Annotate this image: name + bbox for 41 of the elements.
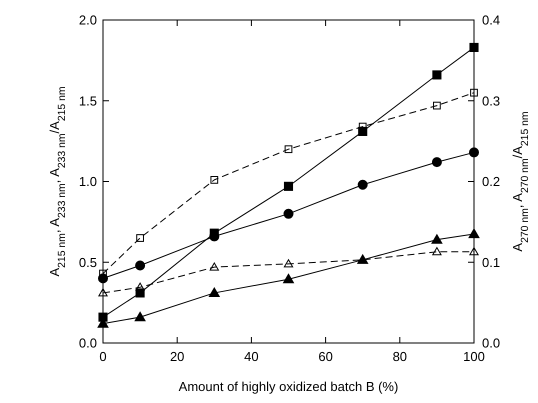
x-tick-label: 100 [463,349,485,364]
point [284,182,294,191]
point [469,42,479,52]
y-tick-label: 2.0 [78,12,97,28]
x-tick-label: 80 [392,349,408,364]
point [470,88,478,97]
point [98,288,108,296]
point [432,157,442,168]
point [284,208,294,219]
point [134,312,146,322]
x-axis-title: Amount of highly oxidized batch B (%) [178,379,398,394]
y2-tick-label: 0.4 [482,12,500,28]
point [469,147,479,158]
point [431,234,442,244]
y2-tick-label: 0.2 [482,174,500,189]
y2-tick-label: 0.1 [482,254,500,270]
point [284,259,294,268]
y-tick-label: 1.0 [78,174,97,189]
x-tick-label: 60 [318,349,333,364]
x-tick-label: 0 [99,349,107,364]
x-tick-label: 40 [244,349,259,364]
point [432,70,442,80]
x-tick-label: 20 [170,349,184,364]
point [210,176,218,184]
point [433,102,441,110]
y-tick-label: 0.0 [78,336,97,350]
point [208,287,220,298]
y2-tick-label: 0.3 [482,93,500,108]
point [135,260,146,270]
y2-tick-label: 0.0 [482,336,500,350]
point [284,145,292,154]
y-tick-label: 0.5 [78,254,97,270]
point [283,274,294,284]
point [358,180,368,190]
point [468,228,480,238]
point [469,247,479,256]
y-tick-label: 1.5 [78,93,97,108]
point [210,262,219,271]
point [98,273,108,284]
point [136,234,144,242]
point [432,247,442,256]
